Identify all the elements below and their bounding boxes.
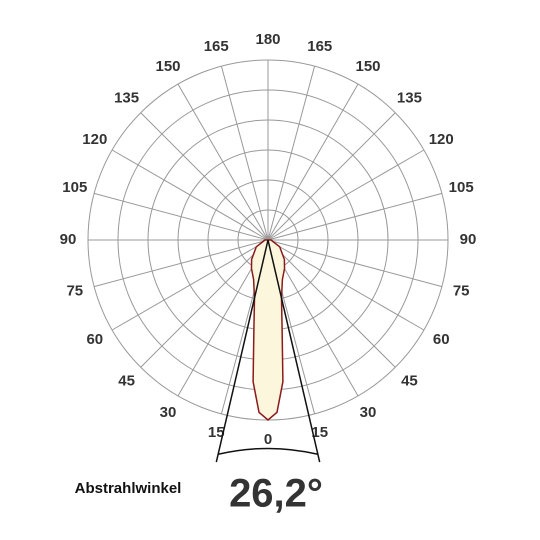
beam-line (267, 239, 321, 463)
angle-tick-label: 15 (208, 424, 225, 441)
angle-tick-label: 0 (264, 431, 272, 448)
grid-spoke (94, 239, 269, 288)
angle-tick-label: 150 (155, 58, 180, 75)
angle-tick-label: 105 (62, 179, 87, 196)
beam-label: Abstrahlwinkel (75, 480, 182, 497)
angle-tick-label: 150 (355, 58, 380, 75)
angle-tick-label: 30 (360, 404, 377, 421)
angle-tick-label: 135 (397, 90, 422, 107)
beam-arc (217, 447, 319, 456)
beam-line (215, 239, 269, 463)
angle-tick-label: 45 (401, 372, 418, 389)
angle-tick-label: 90 (460, 231, 477, 248)
grid-spoke (267, 149, 425, 241)
grid-spoke (140, 239, 269, 368)
grid-spoke (267, 239, 396, 368)
angle-tick-label: 30 (160, 404, 177, 421)
angle-tick-label: 180 (255, 31, 280, 48)
angle-tick-label: 45 (118, 372, 135, 389)
angle-tick-label: 15 (311, 424, 328, 441)
angle-tick-label: 60 (433, 331, 450, 348)
angle-tick-label: 165 (204, 38, 229, 55)
grid-spoke (111, 149, 269, 241)
grid-spoke (111, 239, 269, 331)
intensity-curve (250, 239, 286, 421)
angle-tick-label: 120 (82, 131, 107, 148)
angle-tick-label: 120 (429, 131, 454, 148)
grid-spoke (267, 239, 425, 331)
grid-spoke (267, 239, 442, 288)
angle-tick-label: 75 (66, 283, 83, 300)
grid-spoke (220, 66, 269, 241)
grid-spoke (267, 66, 316, 241)
beam-angle-label: 26,2° (229, 472, 323, 516)
grid-spoke (267, 192, 442, 241)
grid-spoke (140, 112, 269, 241)
angle-tick-label: 165 (307, 38, 332, 55)
angle-tick-label: 135 (114, 90, 139, 107)
grid-spoke (177, 83, 269, 241)
grid-spoke (267, 112, 396, 241)
grid-spoke (267, 83, 359, 241)
angle-tick-label: 105 (449, 179, 474, 196)
angle-tick-label: 75 (453, 283, 470, 300)
angle-tick-label: 90 (60, 231, 77, 248)
grid-spoke (94, 192, 269, 241)
angle-tick-label: 60 (86, 331, 103, 348)
